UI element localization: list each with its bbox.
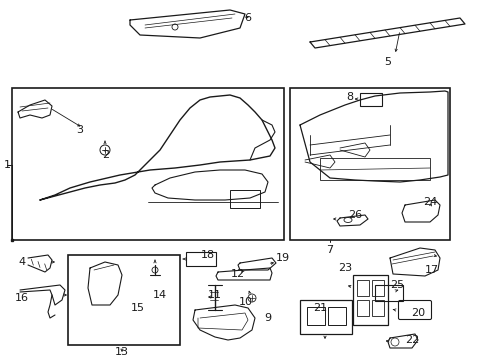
Text: 3: 3 (76, 125, 83, 135)
Bar (12, 88, 284, 240)
Text: 19: 19 (275, 253, 289, 263)
Bar (319, 158, 429, 180)
Text: 5: 5 (384, 57, 391, 67)
Bar (374, 285, 402, 301)
Text: 9: 9 (264, 313, 271, 323)
Text: 4: 4 (19, 257, 25, 267)
Text: 16: 16 (15, 293, 29, 303)
Text: 23: 23 (337, 263, 351, 273)
Text: 7: 7 (326, 245, 333, 255)
Text: 12: 12 (230, 269, 244, 279)
Text: 2: 2 (102, 150, 109, 160)
Bar (185, 252, 216, 266)
Bar (327, 307, 346, 325)
Text: 6: 6 (244, 13, 251, 23)
Bar (229, 190, 260, 208)
Text: 22: 22 (404, 335, 418, 345)
Text: 8: 8 (346, 92, 353, 102)
Text: 26: 26 (347, 210, 361, 220)
Text: 24: 24 (422, 197, 436, 207)
Text: 13: 13 (115, 347, 129, 357)
Bar (356, 280, 368, 296)
Bar (352, 275, 387, 325)
Bar (356, 300, 368, 316)
Bar (359, 93, 381, 106)
Text: 20: 20 (410, 308, 424, 318)
Text: 17: 17 (424, 265, 438, 275)
Bar (371, 300, 383, 316)
Text: 15: 15 (131, 303, 145, 313)
Bar (68, 255, 180, 345)
Bar (289, 88, 449, 240)
Text: 14: 14 (153, 290, 167, 300)
Text: 25: 25 (389, 280, 403, 290)
Bar (306, 307, 325, 325)
Text: 11: 11 (207, 290, 222, 300)
Bar (299, 300, 351, 334)
Text: 18: 18 (201, 250, 215, 260)
Text: 10: 10 (239, 297, 252, 307)
Text: 21: 21 (312, 303, 326, 313)
Bar (371, 280, 383, 296)
Text: 1: 1 (3, 160, 10, 170)
